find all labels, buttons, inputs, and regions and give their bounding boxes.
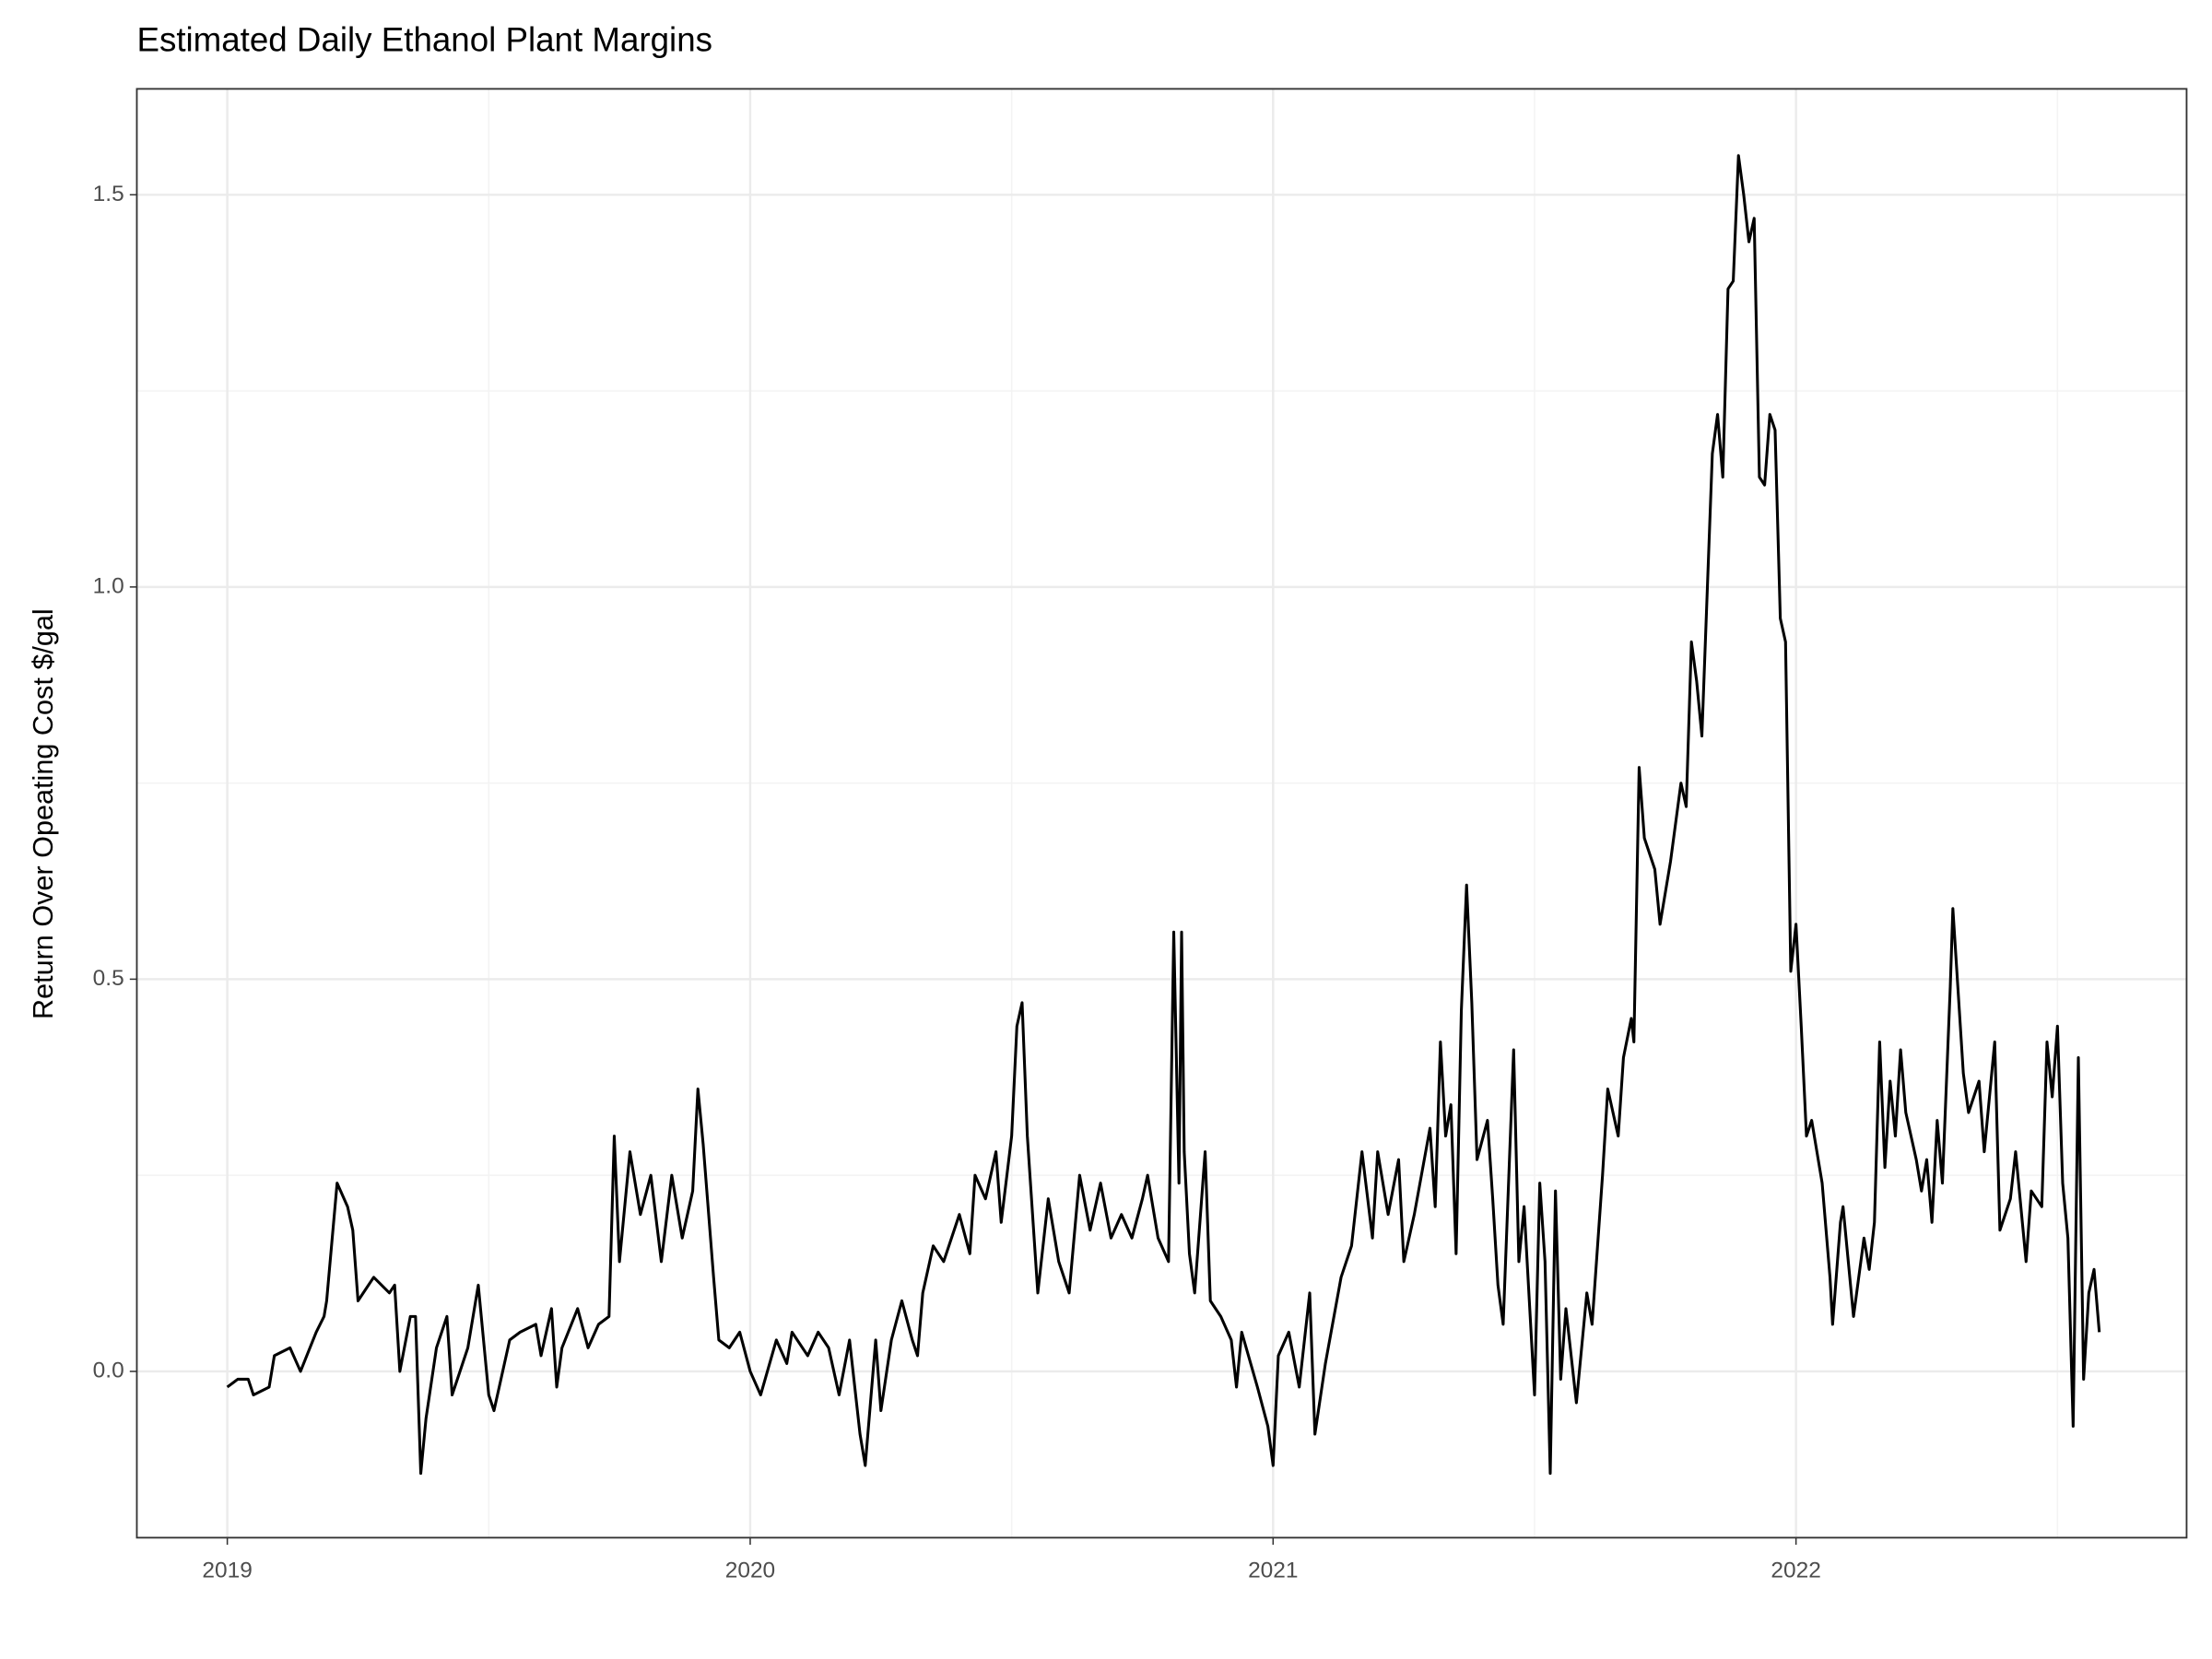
x-tick-label: 2021 bbox=[1248, 1559, 1298, 1583]
x-tick-label: 2020 bbox=[725, 1559, 775, 1583]
data-line bbox=[226, 154, 2101, 1476]
y-tick-label: 0.0 bbox=[93, 1358, 124, 1382]
x-tick-label: 2022 bbox=[1771, 1559, 1820, 1583]
x-tick-label: 2019 bbox=[202, 1559, 252, 1583]
chart-title: Estimated Daily Ethanol Plant Margins bbox=[136, 21, 712, 59]
panel-border bbox=[135, 88, 2188, 1539]
y-tick-label: 1.5 bbox=[93, 182, 124, 206]
y-tick-label: 0.5 bbox=[93, 966, 124, 991]
y-tick-label: 1.0 bbox=[93, 573, 124, 598]
y-axis-label: Return Over Opeating Cost $/gal bbox=[28, 608, 59, 1019]
